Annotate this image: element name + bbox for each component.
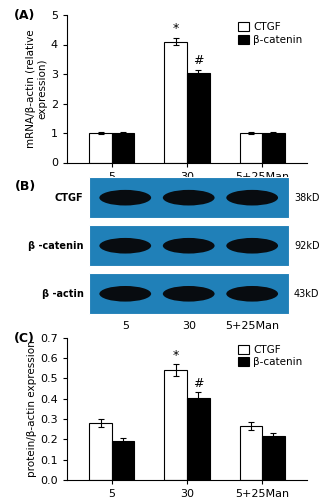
X-axis label: GS(mM): GS(mM) [165,187,209,197]
Ellipse shape [100,238,151,254]
Bar [262,436,285,480]
Bar [89,133,112,162]
Ellipse shape [100,190,151,206]
Text: #: # [193,377,203,390]
Text: (B): (B) [15,180,36,193]
Text: (C): (C) [14,332,35,345]
Text: 43kD: 43kD [294,289,319,299]
Bar [240,426,262,480]
Ellipse shape [163,286,215,302]
Text: 5: 5 [122,320,129,330]
Bar [89,423,112,480]
Text: CTGF: CTGF [55,192,84,202]
Bar [240,133,262,162]
Bar [112,442,134,480]
Legend: CTGF, β-catenin: CTGF, β-catenin [235,342,305,369]
Ellipse shape [163,238,215,254]
Y-axis label: protein/β-actin expression: protein/β-actin expression [27,340,37,477]
Text: 30: 30 [182,320,196,330]
Bar [164,370,187,480]
Ellipse shape [226,190,278,206]
Bar [262,133,285,162]
Ellipse shape [226,238,278,254]
Ellipse shape [100,286,151,302]
Ellipse shape [163,190,215,206]
Text: *: * [173,348,179,362]
Y-axis label: mRNA/β-actin (relative
expression): mRNA/β-actin (relative expression) [26,30,48,148]
Text: (A): (A) [14,9,35,22]
Legend: CTGF, β-catenin: CTGF, β-catenin [235,20,305,47]
Bar [89,177,289,218]
Bar [164,42,187,162]
Bar [112,133,134,162]
Text: β -catenin: β -catenin [28,240,84,250]
Ellipse shape [226,286,278,302]
Bar [89,225,289,266]
Text: GS(mM): GS(mM) [166,342,211,352]
Text: 5+25Man: 5+25Man [225,320,279,330]
Text: *: * [173,22,179,35]
Bar [187,398,210,480]
Bar [89,273,289,314]
Text: #: # [193,54,203,66]
Text: 38kD: 38kD [294,192,319,202]
Text: β -actin: β -actin [42,289,84,299]
Bar [187,72,210,162]
Text: 92kD: 92kD [294,240,320,250]
